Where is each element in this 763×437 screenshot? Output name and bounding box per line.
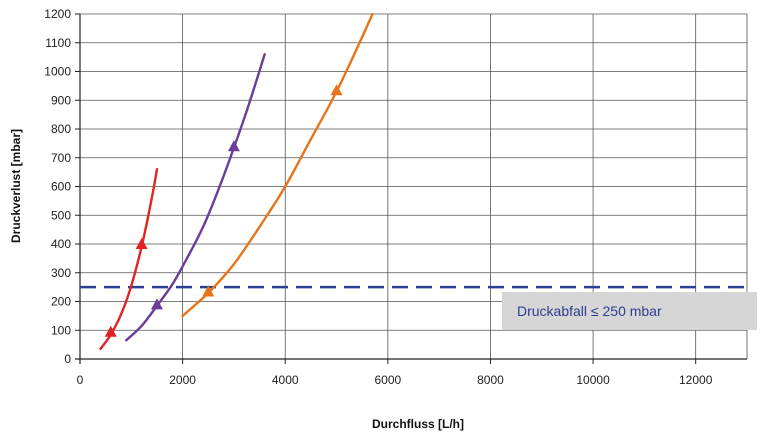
x-tick-label: 2000 <box>169 373 196 387</box>
annotation-background <box>502 292 757 330</box>
x-axis-title: Durchfluss [L/h] <box>372 417 464 431</box>
x-tick-label: 10000 <box>576 373 610 387</box>
series-line-2 <box>125 53 266 342</box>
series-2-marker <box>227 140 240 152</box>
x-tick-label: 6000 <box>374 373 401 387</box>
y-tick-label: 100 <box>51 323 71 337</box>
y-tick-label: 200 <box>51 295 71 309</box>
series-line-1 <box>99 168 159 351</box>
x-tick-label: 4000 <box>272 373 299 387</box>
y-tick-label: 500 <box>51 208 71 222</box>
y-tick-label: 0 <box>64 352 71 366</box>
y-tick-label: 900 <box>51 93 71 107</box>
annotation-text: Druckabfall ≤ 250 mbar <box>517 303 662 319</box>
series-group <box>99 12 374 351</box>
axes: 0 100 200 300 400 500 600 700 800 900 1000 1100 1200… <box>44 7 747 387</box>
y-tick-label: 1200 <box>44 7 71 21</box>
y-tick-label: 1100 <box>45 36 71 50</box>
series-1-marker <box>135 238 148 249</box>
series-1-marker <box>104 325 117 337</box>
series-3-marker <box>202 285 215 297</box>
x-tick-label: 0 <box>77 373 84 387</box>
y-tick-label: 700 <box>51 151 71 165</box>
y-tick-label: 800 <box>51 122 71 136</box>
x-tick-label: 12000 <box>679 373 713 387</box>
x-tick-label: 8000 <box>477 373 504 387</box>
y-tick-label: 400 <box>51 237 71 251</box>
y-tick-label: 1000 <box>44 65 71 79</box>
series-2-marker <box>150 298 163 310</box>
y-tick-label: 300 <box>51 266 71 280</box>
y-axis-title: Druckverlust [mbar] <box>9 129 23 243</box>
annotation-box: Druckabfall ≤ 250 mbar <box>502 292 757 330</box>
y-tick-label: 600 <box>51 180 71 194</box>
series-3-marker <box>330 84 343 96</box>
series-line-3 <box>181 12 374 318</box>
